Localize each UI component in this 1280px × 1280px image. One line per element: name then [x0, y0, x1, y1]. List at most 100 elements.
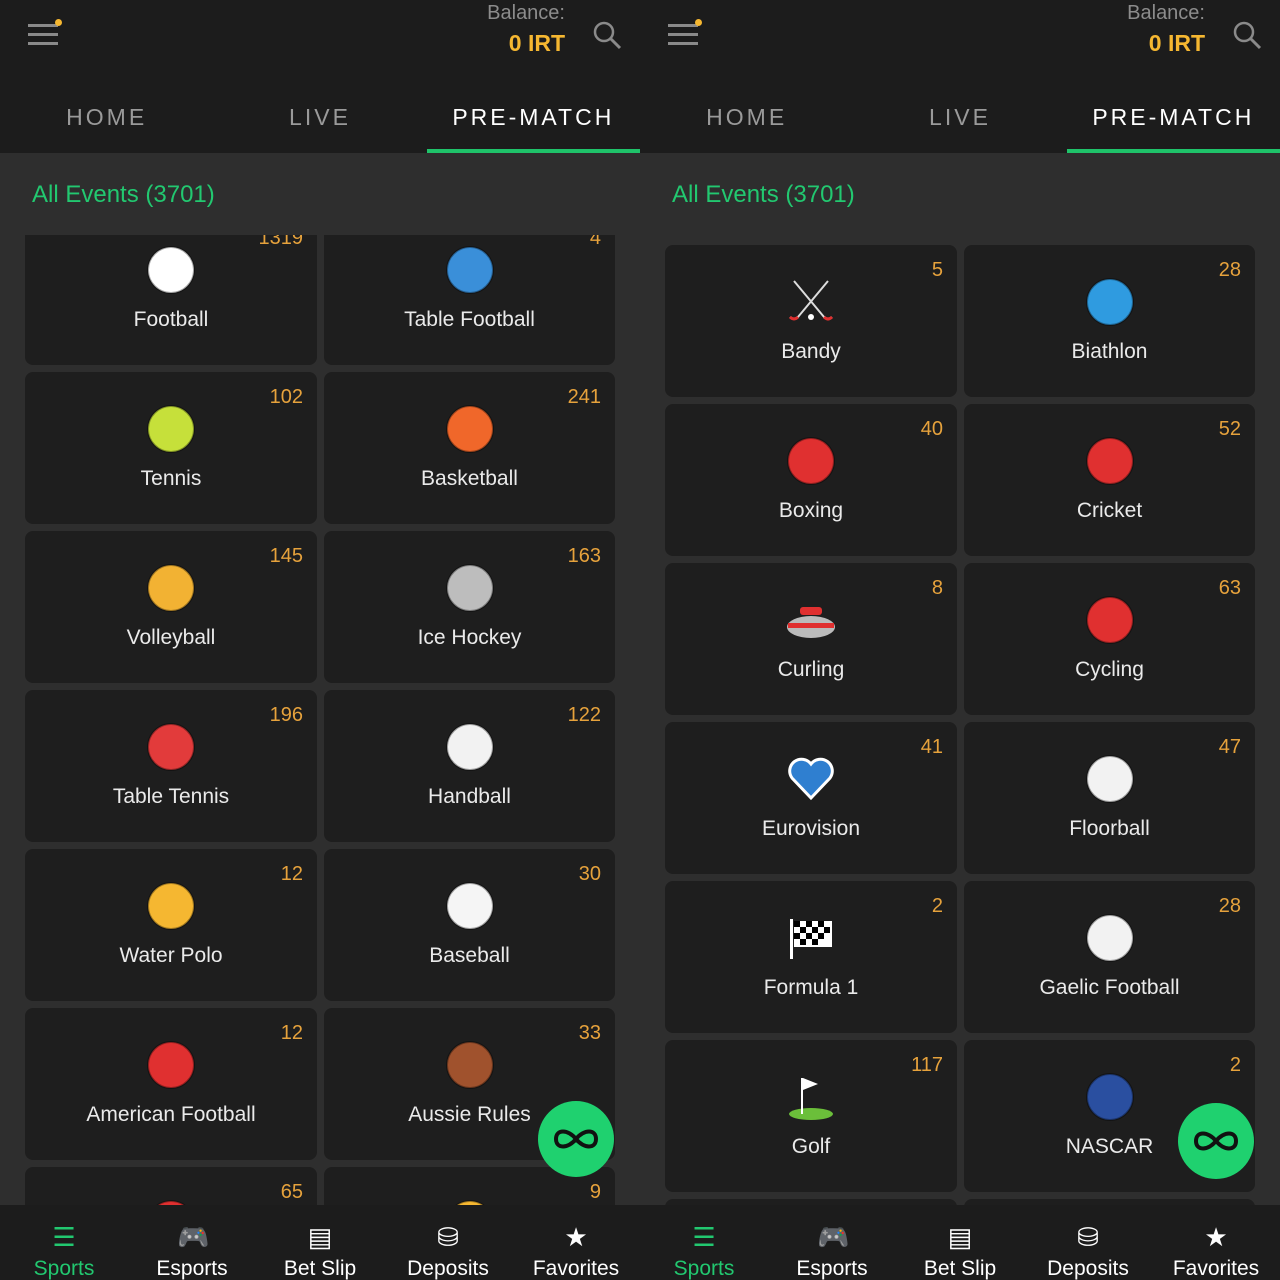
sport-name: Floorball: [1069, 817, 1150, 840]
partial-icon: [445, 1199, 495, 1205]
balance-value: 0 IRT: [1148, 30, 1205, 56]
foosball-player-icon: [445, 245, 495, 295]
gamepad-icon: 🎮: [177, 1222, 210, 1252]
event-count: 241: [567, 386, 601, 408]
sport-card-water-polo[interactable]: 12 Water Polo: [25, 849, 317, 1001]
sport-card-basketball[interactable]: 241 Basketball: [324, 372, 615, 524]
gamepad-icon: 🎮: [817, 1222, 850, 1252]
nav-favorites[interactable]: ★ Favorites: [1152, 1205, 1280, 1280]
event-count: 1319: [258, 235, 304, 249]
sports-grid-scroll[interactable]: 1319 Football 4 Table Football 102 Tenni…: [0, 235, 640, 1205]
sports-grid: 1319 Football 4 Table Football 102 Tenni…: [25, 235, 615, 1205]
sport-card-eurovision[interactable]: 41 Eurovision: [665, 722, 957, 874]
sport-card-bandy[interactable]: 5 Bandy: [665, 245, 957, 397]
tab-home[interactable]: HOME: [706, 104, 788, 130]
sport-card-ice-hockey[interactable]: 163 Ice Hockey: [324, 531, 615, 683]
nav-bet-slip[interactable]: ▤ Bet Slip: [256, 1205, 384, 1280]
infinity-fab-button[interactable]: [1178, 1103, 1254, 1179]
sport-card-cricket[interactable]: 52 Cricket: [964, 404, 1255, 556]
sports-grid-scroll[interactable]: 5 Bandy 28 Biathlon 40 Boxing 52 Cricket…: [640, 240, 1280, 1210]
football-helmet-icon: [146, 1040, 196, 1090]
event-count: 196: [269, 704, 303, 726]
tab-pre-match[interactable]: PRE-MATCH: [1066, 85, 1280, 153]
search-icon[interactable]: [592, 20, 622, 50]
nav-deposits[interactable]: ⛁ Deposits: [384, 1205, 512, 1280]
sport-name: NASCAR: [1065, 1135, 1154, 1158]
sport-card-curling[interactable]: 8 Curling: [665, 563, 957, 715]
checkered-flag-icon: [786, 913, 836, 963]
sport-card-tennis[interactable]: 102 Tennis: [25, 372, 317, 524]
nav-sports[interactable]: ☰ Sports: [0, 1205, 128, 1280]
event-count: 8: [931, 577, 943, 599]
sport-card-american-football[interactable]: 12 American Football: [25, 1008, 317, 1160]
event-count: 12: [280, 863, 303, 885]
list-icon: ☰: [52, 1222, 76, 1252]
sport-card-golf[interactable]: 117 Golf: [665, 1040, 957, 1192]
sport-card-table-tennis[interactable]: 196 Table Tennis: [25, 690, 317, 842]
sport-card-table-football[interactable]: 4 Table Football: [324, 235, 615, 365]
event-count: 102: [269, 386, 303, 408]
nav-deposits[interactable]: ⛁ Deposits: [1024, 1205, 1152, 1280]
event-count: 41: [920, 736, 943, 758]
event-count: 5: [931, 259, 943, 281]
tab-pre-match[interactable]: PRE-MATCH: [426, 85, 640, 153]
boxing-glove-icon: [786, 436, 836, 486]
bandy-sticks-icon: [786, 277, 836, 327]
hockey-puck-icon: [445, 563, 495, 613]
left-screen: Balance: 0 IRT HOME LIVE PRE-MATCH All Eve…: [0, 0, 640, 1280]
sport-card-formula-1[interactable]: 2 Formula 1: [665, 881, 957, 1033]
app-header: Balance: 0 IRT HOME LIVE PRE-MATCH: [0, 0, 640, 153]
nav-label: Favorites: [532, 1257, 620, 1280]
menu-button[interactable]: [28, 19, 62, 48]
sport-name: Handball: [428, 785, 511, 808]
balance-value: 0 IRT: [508, 30, 565, 56]
nascar-logo-icon: [1085, 1072, 1135, 1122]
event-count: 65: [280, 1181, 303, 1203]
nav-bet-slip[interactable]: ▤ Bet Slip: [896, 1205, 1024, 1280]
sport-card-handball[interactable]: 122 Handball: [324, 690, 615, 842]
sport-card-floorball[interactable]: 47 Floorball: [964, 722, 1255, 874]
nav-favorites[interactable]: ★ Favorites: [512, 1205, 640, 1280]
star-icon: ★: [1204, 1222, 1228, 1252]
nav-label: Sports: [33, 1257, 95, 1280]
nav-esports[interactable]: 🎮 Esports: [128, 1205, 256, 1280]
all-events-link[interactable]: All Events (3701): [32, 181, 215, 208]
sport-card-gaelic-football[interactable]: 28 Gaelic Football: [964, 881, 1255, 1033]
tab-live[interactable]: LIVE: [929, 104, 991, 130]
gaelic-ball-icon: [1085, 913, 1135, 963]
event-count: 2: [1229, 1054, 1241, 1076]
biathlon-icon: [1085, 277, 1135, 327]
sport-card-baseball[interactable]: 30 Baseball: [324, 849, 615, 1001]
sport-card-boxing[interactable]: 40 Boxing: [665, 404, 957, 556]
coins-icon: ⛁: [437, 1222, 459, 1252]
sport-card-partial[interactable]: [964, 1199, 1255, 1210]
sport-card-volleyball[interactable]: 145 Volleyball: [25, 531, 317, 683]
handball-icon: [445, 722, 495, 772]
tab-live[interactable]: LIVE: [289, 104, 351, 130]
sport-card-partial[interactable]: [665, 1199, 957, 1210]
sport-card-aussie-rules[interactable]: 33 Aussie Rules: [324, 1008, 615, 1160]
search-icon[interactable]: [1232, 20, 1262, 50]
nav-esports[interactable]: 🎮 Esports: [768, 1205, 896, 1280]
nav-label: Bet Slip: [923, 1257, 997, 1280]
sport-card-football[interactable]: 1319 Football: [25, 235, 317, 365]
sport-card-partial[interactable]: 65: [25, 1167, 317, 1205]
nav-label: Deposits: [1047, 1257, 1129, 1280]
cricket-ball-icon: [1085, 436, 1135, 486]
all-events-link[interactable]: All Events (3701): [672, 181, 855, 208]
sport-card-biathlon[interactable]: 28 Biathlon: [964, 245, 1255, 397]
sport-name: Water Polo: [119, 944, 223, 967]
tab-home[interactable]: HOME: [66, 104, 148, 130]
infinity-fab-button[interactable]: [538, 1101, 614, 1177]
receipt-icon: ▤: [947, 1222, 973, 1252]
sport-name: Cycling: [1075, 658, 1144, 681]
nav-label: Bet Slip: [283, 1257, 357, 1280]
sport-card-cycling[interactable]: 63 Cycling: [964, 563, 1255, 715]
event-count: 2: [931, 895, 943, 917]
sport-name: Biathlon: [1071, 340, 1148, 363]
sport-name: Table Tennis: [112, 785, 230, 808]
bottom-nav: ☰ Sports 🎮 Esports ▤ Bet Slip ⛁ Deposits ★ Favori…: [640, 1205, 1280, 1280]
nav-sports[interactable]: ☰ Sports: [640, 1205, 768, 1280]
sport-name: Golf: [791, 1135, 831, 1158]
menu-button[interactable]: [668, 19, 702, 48]
